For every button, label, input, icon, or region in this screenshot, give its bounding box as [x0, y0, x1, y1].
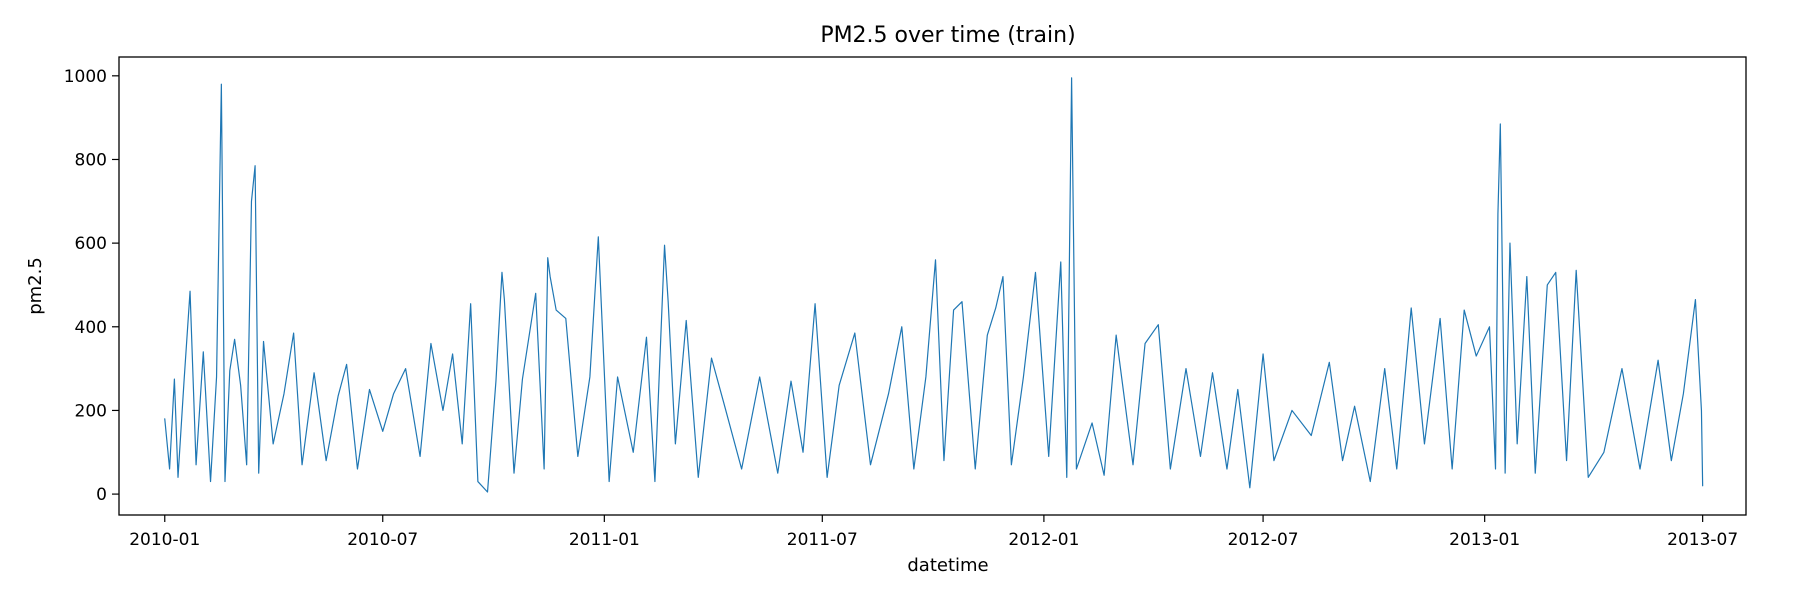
- y-tick-label: 1000: [64, 67, 107, 87]
- x-tick-label: 2012-07: [1228, 530, 1299, 550]
- x-axis-ticks: 2010-01 2010-07 2011-01 2011-07 2012-01 2012-…: [129, 515, 1738, 550]
- y-axis-label: pm2.5: [25, 257, 46, 315]
- x-tick-label: 2011-07: [787, 530, 858, 550]
- x-axis-label: datetime: [907, 555, 988, 576]
- plot-frame: [118, 56, 1747, 516]
- x-tick-label: 2010-01: [129, 530, 200, 550]
- y-tick-label: 400: [75, 318, 107, 338]
- series-layer: [164, 77, 1704, 493]
- x-tick-label: 2012-01: [1008, 530, 1079, 550]
- x-tick-label: 2013-01: [1449, 530, 1520, 550]
- y-tick-label: 0: [96, 485, 107, 505]
- pm25-series-line: [164, 77, 1704, 493]
- y-tick-label: 600: [75, 234, 107, 254]
- y-tick-label: 800: [75, 150, 107, 170]
- y-tick-label: 200: [75, 401, 107, 421]
- x-tick-label: 2010-07: [347, 530, 418, 550]
- chart-title: PM2.5 over time (train): [820, 23, 1075, 48]
- x-tick-label: 2011-01: [569, 530, 640, 550]
- x-tick-label: 2013-07: [1667, 530, 1738, 550]
- y-axis-ticks: 0 200 400 600 800 1000: [64, 67, 119, 505]
